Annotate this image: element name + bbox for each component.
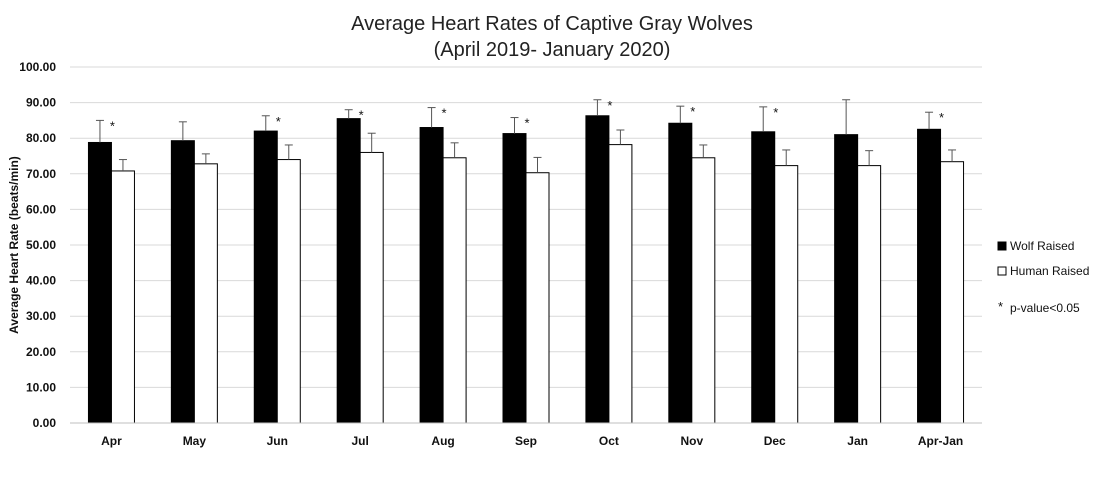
legend-label-human-raised: Human Raised [1010,264,1089,278]
x-tick-label: May [183,434,207,448]
significance-marker: * [607,98,612,113]
legend-swatch-human-raised [997,266,1007,276]
significance-marker: * [276,114,281,129]
y-axis-ticks: 0.00 10.00 20.00 30.00 40.00 50.00 60.00 70.00 8… [19,60,56,430]
y-tick-label: 20.00 [26,345,56,359]
bar-wolf-raised [336,118,361,424]
bar-wolf-raised [834,134,859,424]
x-tick-label: Nov [680,434,703,448]
x-tick-label: Apr-Jan [918,434,963,448]
x-axis-ticks: Apr May Jun Jul Aug Sep Oct Nov Dec Jan Apr-Jan [101,434,963,448]
legend-significance-note: p-value<0.05 [1010,301,1080,315]
chart-title: Average Heart Rates of Captive Gray Wolv… [351,13,753,61]
y-tick-label: 30.00 [26,309,56,323]
x-tick-label: Jan [847,434,868,448]
bar-wolf-raised [917,128,942,424]
chart-title-line-2: (April 2019- January 2020) [434,39,671,61]
bar-wolf-raised [253,130,278,424]
bar-wolf-raised [502,133,527,424]
y-tick-label: 40.00 [26,274,56,288]
significance-marker: * [110,118,115,133]
legend-significance-marker: * [998,299,1003,314]
y-tick-label: 70.00 [26,167,56,181]
bars [87,115,965,424]
y-tick-label: 0.00 [33,416,57,430]
significance-markers: * * * * * * * * * [110,98,944,134]
chart-title-line-1: Average Heart Rates of Captive Gray Wolv… [351,13,753,35]
significance-marker: * [524,116,529,131]
bar-human-raised [857,165,882,424]
bar-human-raised [525,172,550,424]
x-tick-label: Aug [431,434,454,448]
significance-marker: * [773,105,778,120]
bar-human-raised [691,157,716,424]
x-tick-label: Dec [764,434,786,448]
y-tick-label: 90.00 [26,96,56,110]
bar-human-raised [774,165,799,424]
bar-wolf-raised [668,122,693,424]
y-tick-label: 50.00 [26,238,56,252]
legend-swatch-wolf-raised [997,241,1007,251]
significance-marker: * [690,104,695,119]
x-tick-label: Sep [515,434,537,448]
bar-human-raised [940,161,965,424]
x-tick-label: Jun [267,434,288,448]
bar-human-raised [359,151,384,424]
x-tick-label: Jul [352,434,369,448]
significance-marker: * [939,110,944,125]
legend-label-wolf-raised: Wolf Raised [1010,239,1074,253]
bar-wolf-raised [585,115,610,424]
bar-human-raised [442,157,467,424]
x-tick-label: Apr [101,434,122,448]
bar-wolf-raised [87,141,112,424]
bar-human-raised [110,170,135,424]
y-tick-label: 60.00 [26,202,56,216]
x-tick-label: Oct [599,434,619,448]
significance-marker: * [442,106,447,121]
y-tick-label: 80.00 [26,131,56,145]
bar-human-raised [276,159,301,424]
bar-wolf-raised [170,140,195,424]
y-axis-label: Average Heart Rate (beats/min) [7,156,21,334]
error-bars [95,99,957,173]
significance-marker: * [359,108,364,123]
bar-wolf-raised [751,131,776,424]
bar-human-raised [193,163,218,424]
y-tick-label: 10.00 [26,380,56,394]
y-tick-label: 100.00 [19,60,56,74]
bar-wolf-raised [419,127,444,424]
legend: Wolf Raised Human Raised * p-value<0.05 [997,239,1089,315]
bar-human-raised [608,144,633,424]
